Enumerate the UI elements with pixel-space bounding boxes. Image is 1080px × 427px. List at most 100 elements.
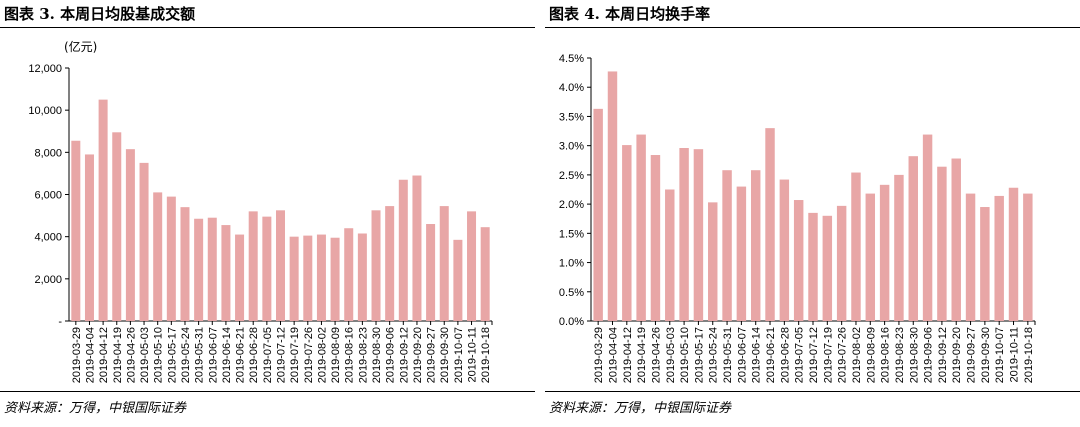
bar [330,237,340,321]
bar [779,179,790,321]
bar [793,200,804,321]
x-tick-label: 2019-08-16 [344,327,356,383]
y-tick-label: 12,000 [28,63,62,75]
bar [235,234,245,321]
bar [180,207,190,321]
x-tick-label: 2019-10-11 [1009,327,1021,382]
bar [937,166,947,321]
y-tick-label: 3.0% [559,141,584,153]
bar [439,206,449,321]
bar [71,140,81,321]
y-tick-label: 6,000 [34,190,62,202]
x-tick-label: 2019-05-10 [679,327,691,383]
bar [153,192,163,321]
bar [980,207,990,321]
bar [248,211,258,321]
bar [426,224,436,321]
x-tick-label: 2019-07-05 [794,327,806,383]
x-tick-label: 2019-07-26 [837,327,849,383]
x-tick-label: 2019-07-19 [822,327,834,383]
x-tick-label: 2019-08-23 [357,327,369,383]
x-tick-label: 2019-06-14 [751,327,763,383]
bar [303,235,313,321]
x-tick-label: 2019-05-10 [153,327,165,383]
x-tick-label: 2019-07-05 [262,327,274,383]
title-rule [0,27,535,28]
x-tick-label: 2019-10-18 [1023,327,1035,383]
bar [679,148,689,321]
x-tick-label: 2019-08-23 [894,327,906,383]
source-note: 资料来源：万得，中银国际证券 [4,401,187,416]
y-tick-label: 4.5% [559,53,584,65]
x-tick-label: 2019-10-07 [453,327,465,383]
x-tick-label: 2019-09-30 [980,327,992,383]
bar [262,216,272,321]
chart-title: 图表 4. 本周日均换手率 [549,5,711,23]
bar [480,227,490,321]
bar [836,205,847,321]
x-tick-label: 2019-09-30 [439,327,451,383]
x-tick-label: 2019-04-26 [125,327,137,383]
x-tick-label: 2019-08-16 [880,327,892,383]
x-tick-label: 2019-05-03 [139,327,151,383]
bar [139,162,149,321]
x-tick-label: 2019-05-24 [180,327,192,383]
x-tick-label: 2019-05-31 [194,327,206,383]
x-tick-label: 2019-09-12 [937,327,949,383]
bar [908,156,918,321]
bar-chart-turnover-value: (亿元) - 2,000 4,000 6,000 8,000 10,000 12,000 201… [28,39,493,383]
bar [922,134,933,321]
bar [275,210,286,321]
axis-unit-label: (亿元) [64,39,97,54]
x-tick-label: 2019-04-12 [622,327,634,383]
x-tick-label: 2019-07-26 [303,327,315,383]
x-tick-label: 2019-06-21 [235,327,247,383]
y-tick-label: 8,000 [34,147,62,159]
x-tick-label: 2019-04-04 [607,327,619,383]
y-tick-label: 0.5% [559,287,584,299]
bar [412,175,422,321]
bar [194,218,204,321]
x-tick-label: 2019-08-02 [316,327,328,383]
bar [398,179,408,321]
x-tick-label: 2019-10-11 [467,327,479,382]
x-tick-label: 2019-06-21 [765,327,777,383]
x-tick-label: 2019-05-17 [693,327,705,383]
bar [636,134,646,321]
bar [722,170,732,321]
y-tick-label: - [58,316,62,328]
x-tick-label: 2019-04-26 [650,327,662,383]
bar [207,217,217,321]
x-tick-label: 2019-05-31 [722,327,734,383]
y-tick-label: 2.5% [559,170,584,182]
bar [750,170,761,321]
chart-title: 图表 3. 本周日均股基成交额 [4,5,196,23]
y-tick-label: 4,000 [34,232,62,244]
y-tick-label: 1.0% [559,258,584,270]
bar [289,236,299,321]
x-tick-label: 2019-08-09 [865,327,877,383]
title-rule [545,27,1080,28]
bar [357,233,367,321]
bar [1008,187,1019,321]
bar [622,145,632,321]
bar [650,155,661,321]
bar [98,99,108,321]
x-tick-label: 2019-06-07 [207,327,219,383]
bar [879,184,890,321]
bar [1023,193,1033,321]
x-tick-label: 2019-05-03 [665,327,677,383]
y-tick-label: 3.5% [559,111,584,123]
x-tick-label: 2019-06-07 [736,327,748,383]
bar [166,196,176,321]
x-tick-label: 2019-08-30 [908,327,920,383]
bar [765,128,775,321]
bar [736,186,747,321]
x-tick-label: 2019-09-27 [426,327,438,383]
source-rule [545,391,1080,392]
x-tick-label: 2019-07-12 [276,327,288,383]
x-tick-label: 2019-04-12 [98,327,110,383]
bar [851,172,861,321]
bar [84,154,94,321]
bar [894,174,904,321]
